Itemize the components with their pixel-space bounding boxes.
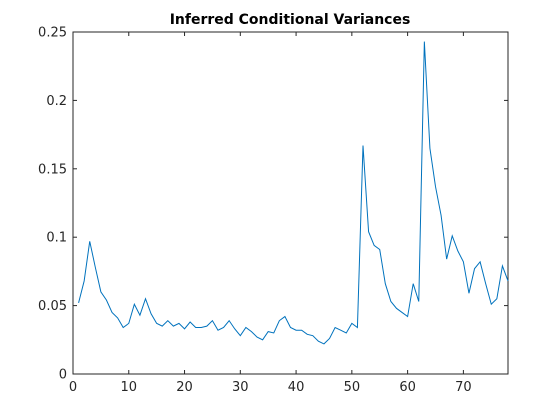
x-tick-label: 70 <box>455 380 472 395</box>
y-tick-label: 0.1 <box>46 231 67 246</box>
x-tick-label: 0 <box>69 380 77 395</box>
y-tick-label: 0.05 <box>38 299 67 314</box>
y-tick-label: 0.15 <box>38 162 67 177</box>
x-tick-label: 50 <box>344 380 361 395</box>
x-tick-label: 10 <box>120 380 137 395</box>
y-tick-label: 0.2 <box>46 94 67 109</box>
plot-area <box>72 31 509 375</box>
tick-labels: 0 10 20 30 40 50 60 70 0 0.05 0.1 0.15 0.2 0.25 <box>38 26 472 396</box>
x-tick-label: 60 <box>399 380 416 395</box>
axis-ticks <box>72 31 508 375</box>
x-tick-label: 40 <box>288 380 305 395</box>
y-tick-label: 0 <box>59 368 67 383</box>
x-tick-label: 20 <box>176 380 193 395</box>
chart-title: Inferred Conditional Variances <box>170 12 411 28</box>
x-tick-label: 30 <box>232 380 249 395</box>
series-line <box>78 41 509 345</box>
y-tick-label: 0.25 <box>38 26 67 41</box>
